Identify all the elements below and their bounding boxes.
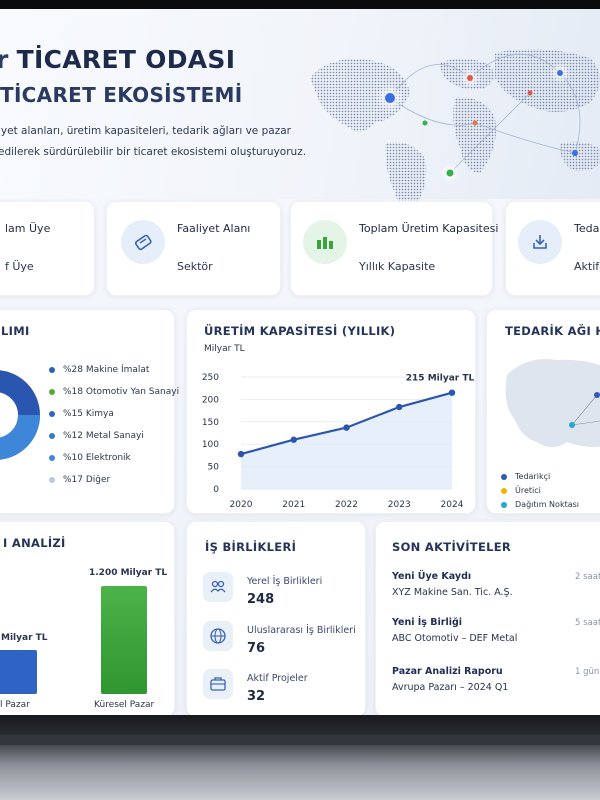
y-tick-label: 100: [202, 440, 219, 450]
stat-card-members[interactable]: lam Üye f Üye: [0, 201, 95, 296]
capacity-line-chart: 0 50 100 150 200 250 2020 2021 2022 2023 2024 215 M…: [202, 373, 475, 510]
legend-item: %28 Makine İmalat: [49, 365, 149, 375]
legend-item: %12 Metal Sanayi: [49, 431, 144, 441]
market-bar-global: [101, 586, 147, 694]
y-tick-label: 250: [202, 373, 219, 383]
briefcase-icon: [203, 669, 233, 699]
laptop-bezel-top: [0, 0, 600, 9]
recent-activities-card: SON AKTİVİTELER Yeni Üye Kaydı XYZ Makin…: [375, 521, 600, 715]
page-title: r TİCARET ODASI: [0, 45, 236, 74]
legend-item: %10 Elektronik: [49, 453, 131, 463]
laptop-hinge: [0, 735, 600, 745]
market-analysis-card: I ANALİZİ 1.200 Milyar TL Milyar TL rel …: [0, 521, 175, 715]
factory-icon: [303, 220, 347, 264]
stat-card-supply[interactable]: Tedar Aktif: [505, 201, 600, 296]
stat-card-sectors[interactable]: Faaliyet Alanı Sektör: [106, 201, 281, 296]
x-tick-label: 2021: [282, 500, 305, 510]
legend-item: Dağıtım Noktası: [501, 500, 579, 509]
supply-network-card: TEDARİK AĞI HAR Tedarikçi Üretici Dağıtı…: [486, 309, 600, 514]
y-tick-label: 50: [208, 463, 220, 473]
globe-icon: [203, 621, 233, 651]
handshake-icon: [203, 572, 233, 602]
page-subtitle: TİCARET EKOSİSTEMİ: [0, 83, 243, 107]
supply-network-map: [505, 359, 600, 447]
data-point: [290, 436, 297, 443]
data-point: [448, 389, 456, 396]
y-tick-label: 150: [202, 418, 219, 428]
distribution-donut-chart: [0, 370, 40, 460]
y-tick-label: 0: [213, 485, 219, 495]
x-tick-label: 2020: [230, 500, 253, 510]
supply-icon: [518, 220, 562, 264]
x-tick-label: 2024: [441, 500, 464, 510]
legend-item: Üretici: [501, 486, 541, 495]
laptop-bezel-bottom: [0, 715, 600, 800]
x-tick-label: 2023: [388, 500, 411, 510]
legend-item: %15 Kimya: [49, 409, 114, 419]
stat-card-capacity[interactable]: Toplam Üretim Kapasitesi Yıllık Kapasite: [290, 201, 498, 296]
cooperation-card: İŞ BİRLİKLERİ Yerel İş Birlikleri 248 Ul…: [186, 521, 366, 715]
data-point: [343, 424, 350, 431]
annotation-label: 215 Milyar TL: [406, 374, 475, 384]
legend-item: %17 Diğer: [49, 475, 110, 485]
legend-item: Tedarikçi: [501, 472, 550, 481]
series-area: [241, 392, 452, 489]
y-tick-label: 200: [202, 395, 219, 405]
data-point: [237, 450, 245, 458]
dashboard-screen: r TİCARET ODASI TİCARET EKOSİSTEMİ iyet a…: [0, 9, 600, 715]
hero-banner: r TİCARET ODASI TİCARET EKOSİSTEMİ iyet a…: [0, 9, 600, 209]
data-point: [396, 403, 403, 411]
market-bar-local: [0, 650, 37, 694]
world-map-illustration: [310, 49, 600, 209]
capacity-chart-card: ÜRETİM KAPASİTESİ (YILLIK) Milyar TL 0 50…: [186, 309, 476, 514]
x-tick-label: 2022: [335, 500, 358, 510]
sector-distribution-card: LIMI %28 Makine İmalat %18 Otomotiv Yan …: [0, 309, 179, 514]
sector-icon: [121, 220, 165, 264]
legend-item: %18 Otomotiv Yan Sanayi: [49, 387, 179, 397]
hero-description: iyet alanları, üretim kapasiteleri, teda…: [0, 125, 307, 158]
